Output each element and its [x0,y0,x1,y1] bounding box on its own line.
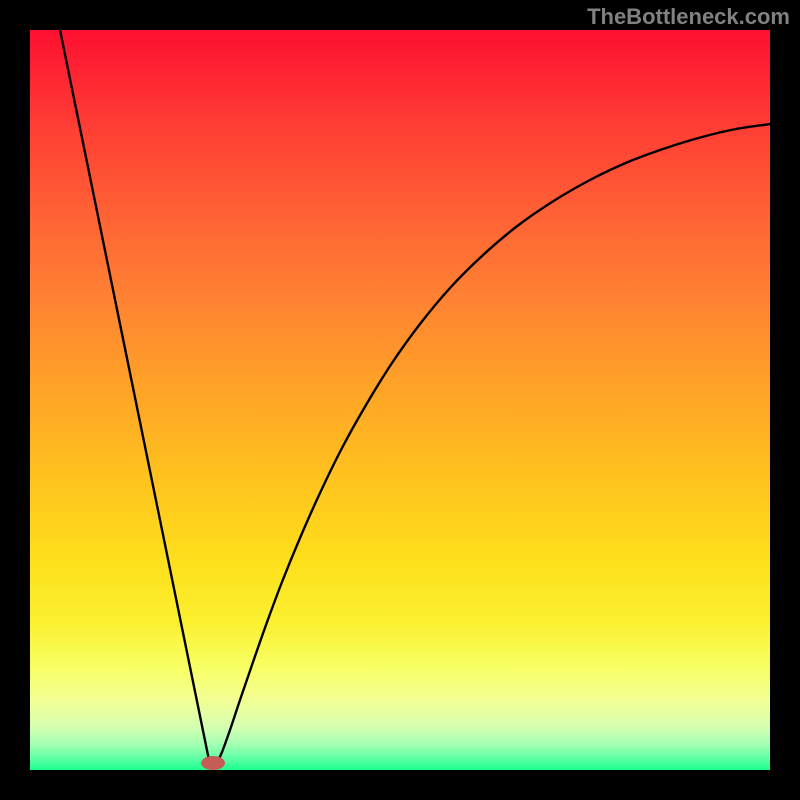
chart-container: { "watermark": { "text": "TheBottleneck.… [0,0,800,800]
minimum-marker [201,756,225,770]
bottleneck-chart [0,0,800,800]
plot-background [30,30,770,770]
watermark-text: TheBottleneck.com [587,4,790,30]
